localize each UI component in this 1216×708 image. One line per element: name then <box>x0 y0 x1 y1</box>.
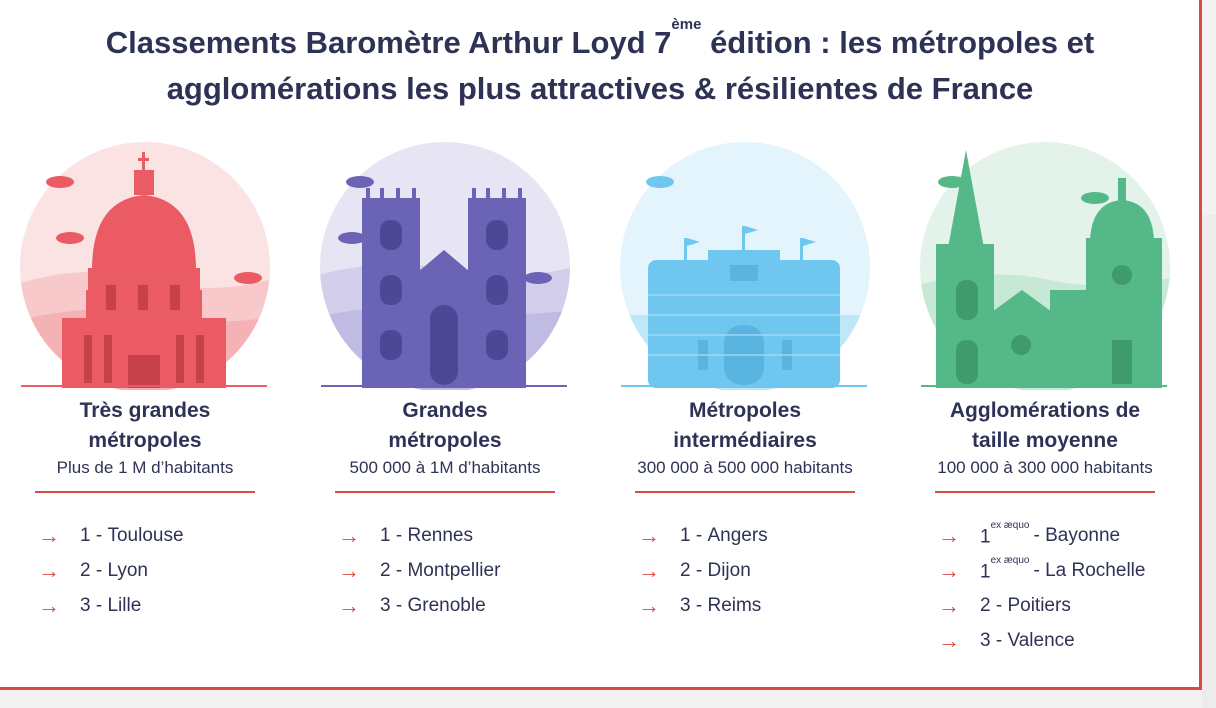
background-strip <box>1202 215 1216 708</box>
arrow-right-icon: → <box>338 522 360 548</box>
rank-number: 1ex æquo <box>980 518 1034 552</box>
church-spire-icon <box>900 140 1200 390</box>
list-item: → 3 - Reims <box>638 588 768 623</box>
ranking-list: → 1ex æquo - Bayonne → 1ex æquo - La Rochell… <box>938 518 1145 658</box>
list-item: → 2 - Montpellier <box>338 553 500 588</box>
list-item: → 1ex æquo - Bayonne <box>938 518 1145 553</box>
ranking-list: → 1 - Angers → 2 - Dijon → 3 - Reims <box>638 518 768 623</box>
rank-number: 3 <box>80 594 91 616</box>
city-name: Toulouse <box>107 524 184 546</box>
divider <box>35 491 255 493</box>
category-title: Très grandes métropoles <box>0 396 290 456</box>
dome-building-icon <box>0 140 300 390</box>
city-name: Rennes <box>407 524 473 546</box>
category-title-line2: métropoles <box>388 429 502 452</box>
arrow-right-icon: → <box>38 522 60 548</box>
category-title: Grandes métropoles <box>300 396 590 456</box>
list-item: → 3 - Lille <box>38 588 184 623</box>
arrow-right-icon: → <box>338 557 360 583</box>
rank-number: 1 <box>80 524 91 546</box>
list-item: → 3 - Grenoble <box>338 588 500 623</box>
list-item: → 1ex æquo - La Rochelle <box>938 553 1145 588</box>
rank-number: 2 <box>380 559 391 581</box>
list-item: → 1 - Angers <box>638 518 768 553</box>
category-title-line1: Agglomérations de <box>949 399 1141 422</box>
ground-line <box>321 385 567 387</box>
ground-line <box>921 385 1167 387</box>
divider <box>935 491 1155 493</box>
ranking-list: → 1 - Toulouse → 2 - Lyon → 3 - Lille <box>38 518 184 623</box>
ranking-list: → 1 - Rennes → 2 - Montpellier → 3 - Grenob… <box>338 518 500 623</box>
rank-number: 3 <box>980 629 991 651</box>
rank-number: 3 <box>680 594 691 616</box>
arrow-right-icon: → <box>938 592 960 618</box>
city-name: Angers <box>707 524 768 546</box>
city-name: Reims <box>707 594 762 616</box>
arrow-right-icon: → <box>938 627 960 653</box>
city-name: Bayonne <box>1045 524 1121 546</box>
rank-number: 2 <box>980 594 991 616</box>
category-subtitle: 100 000 à 300 000 habitants <box>937 458 1153 477</box>
rank-number: 1ex æquo <box>980 553 1034 587</box>
arrow-right-icon: → <box>38 592 60 618</box>
infographic-card: Classements Baromètre Arthur Loyd 7ème é… <box>0 0 1202 690</box>
castle-icon <box>600 140 900 390</box>
list-item: → 3 - Valence <box>938 623 1145 658</box>
city-name: Valence <box>1007 629 1075 651</box>
arrow-right-icon: → <box>938 557 960 583</box>
rank-number: 1 <box>680 524 691 546</box>
category-title-line2: métropoles <box>88 429 202 452</box>
arrow-right-icon: → <box>338 592 360 618</box>
rank-number: 2 <box>680 559 691 581</box>
category-title-line2: intermédiaires <box>673 429 817 452</box>
arrow-right-icon: → <box>638 592 660 618</box>
category-subtitle: 300 000 à 500 000 habitants <box>637 458 853 477</box>
divider <box>635 491 855 493</box>
category-subtitle: Plus de 1 M d’habitants <box>56 458 234 477</box>
city-name: Lyon <box>107 559 148 581</box>
arrow-right-icon: → <box>38 557 60 583</box>
category-title-line2: taille moyenne <box>972 429 1118 452</box>
category-title-line1: Très grandes <box>79 399 211 422</box>
list-item: → 2 - Poitiers <box>938 588 1145 623</box>
arrow-right-icon: → <box>938 522 960 548</box>
title-line2: agglomérations les plus attractives & ré… <box>166 71 1034 106</box>
city-name: Dijon <box>707 559 751 581</box>
city-name: Grenoble <box>407 594 486 616</box>
arrow-right-icon: → <box>638 522 660 548</box>
list-item: → 2 - Lyon <box>38 553 184 588</box>
title-line1-end: édition : les métropoles et <box>701 25 1095 60</box>
divider <box>335 491 555 493</box>
rank-number: 3 <box>380 594 391 616</box>
city-name: Lille <box>107 594 142 616</box>
ex-aequo-superscript: ex æquo <box>990 555 1030 567</box>
ground-line <box>621 385 867 387</box>
city-name: La Rochelle <box>1045 559 1146 581</box>
arrow-right-icon: → <box>638 557 660 583</box>
title-superscript: ème <box>671 16 702 33</box>
list-item: → 1 - Toulouse <box>38 518 184 553</box>
list-item: → 1 - Rennes <box>338 518 500 553</box>
city-name: Montpellier <box>407 559 501 581</box>
city-name: Poitiers <box>1007 594 1071 616</box>
rank-digit: 1 <box>980 526 991 548</box>
cathedral-icon <box>300 140 600 390</box>
rank-number: 1 <box>380 524 391 546</box>
page-title: Classements Baromètre Arthur Loyd 7ème é… <box>20 17 1180 112</box>
category-title: Métropoles intermédiaires <box>600 396 890 456</box>
rank-number: 2 <box>80 559 91 581</box>
category-title: Agglomérations de taille moyenne <box>900 396 1190 456</box>
title-line1-start: Classements Baromètre Arthur Loyd 7 <box>105 25 672 60</box>
ex-aequo-superscript: ex æquo <box>990 520 1030 532</box>
list-item: → 2 - Dijon <box>638 553 768 588</box>
rank-digit: 1 <box>980 561 991 583</box>
category-title-line1: Métropoles <box>688 399 801 422</box>
category-title-line1: Grandes <box>402 399 488 422</box>
category-subtitle: 500 000 à 1M d’habitants <box>349 458 541 477</box>
ground-line <box>21 385 267 387</box>
